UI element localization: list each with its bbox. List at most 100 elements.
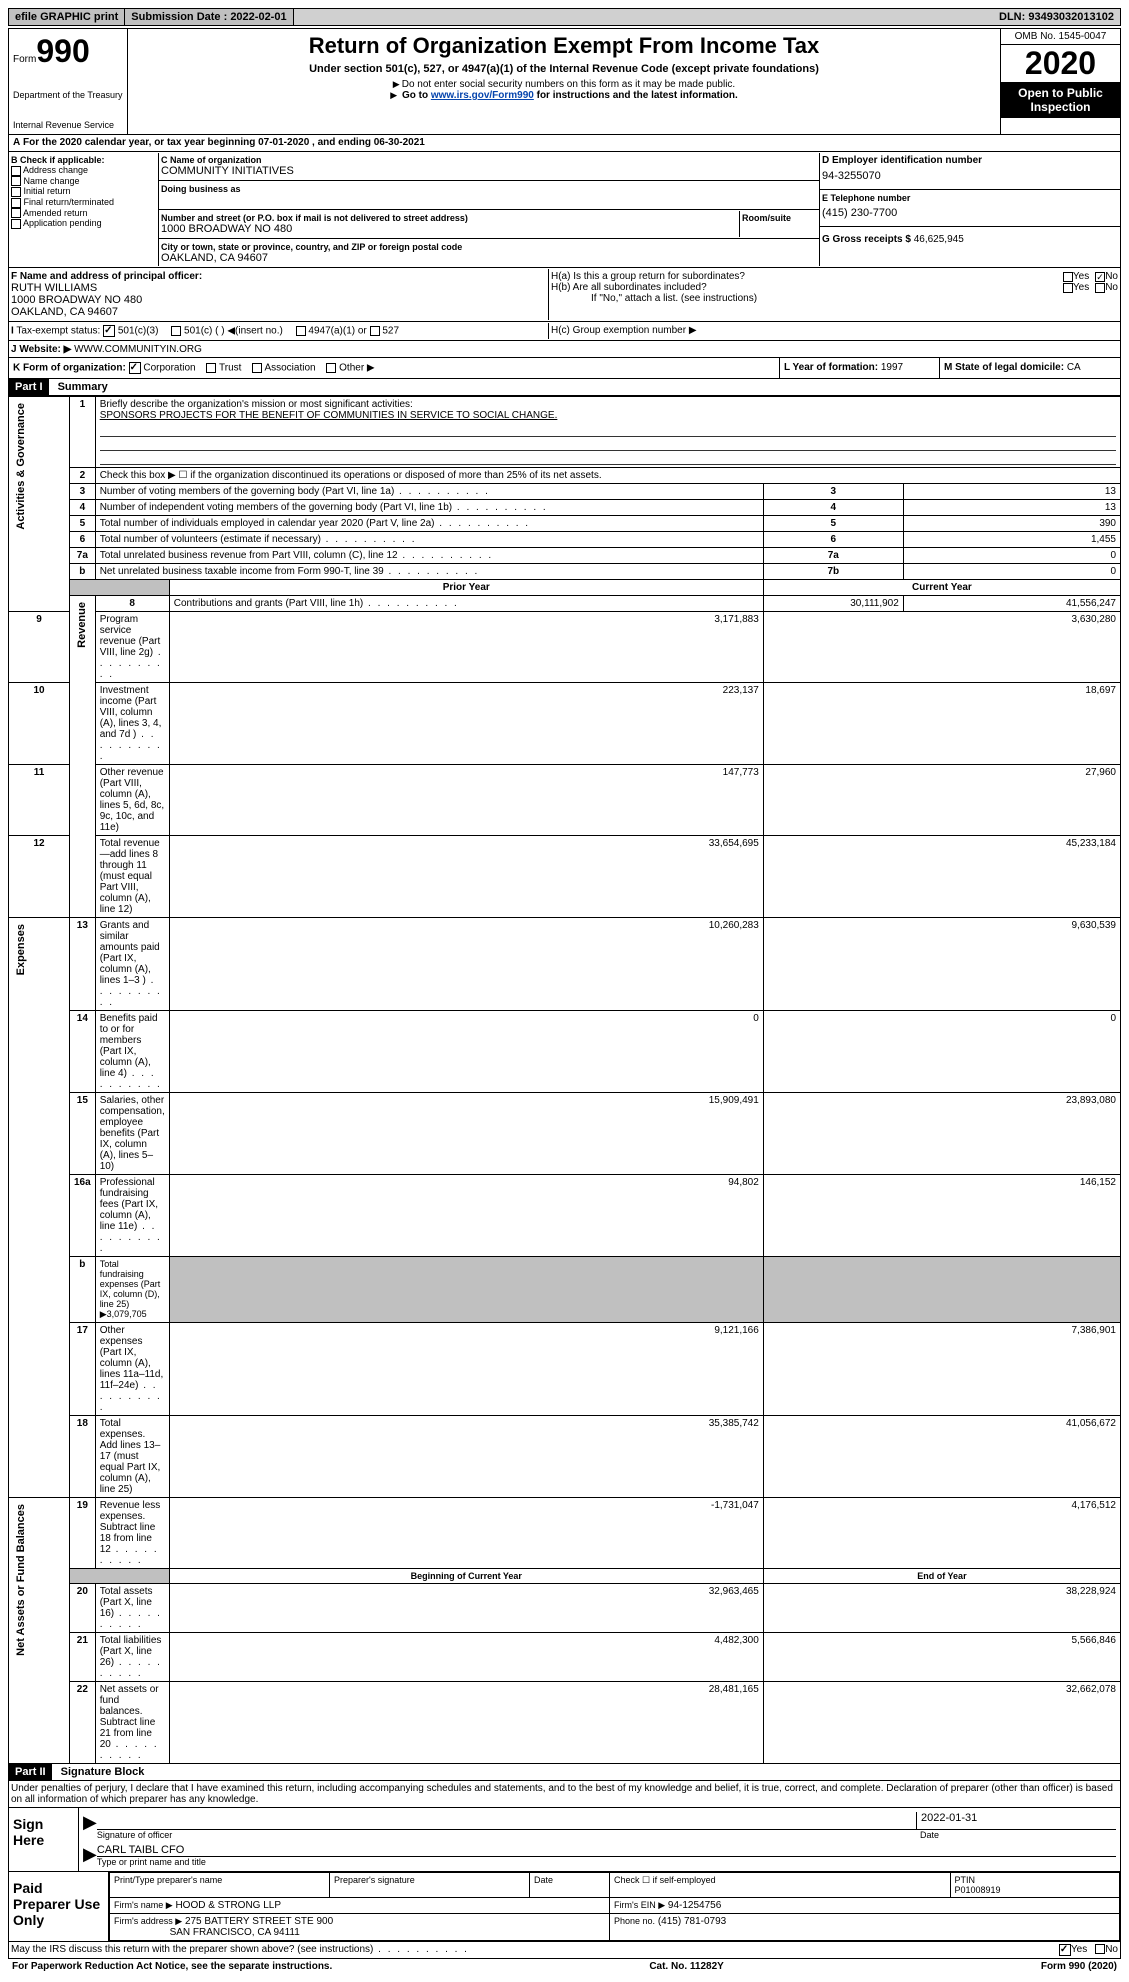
line2-desc: Check this box ▶ ☐ if the organization d… bbox=[95, 468, 1120, 484]
c8: 41,556,247 bbox=[903, 596, 1120, 612]
cb-527[interactable] bbox=[370, 326, 380, 336]
cb-address-change[interactable]: Address change bbox=[11, 165, 156, 176]
m-value: CA bbox=[1067, 362, 1081, 373]
part1-header: Part I Summary bbox=[8, 379, 1121, 396]
yes-label-2: Yes bbox=[1073, 282, 1089, 293]
h-c-label: H(c) Group exemption number ▶ bbox=[551, 325, 697, 336]
line10-desc: Investment income (Part VIII, column (A)… bbox=[95, 683, 169, 765]
key3: 3 bbox=[763, 484, 903, 500]
trust-label: Trust bbox=[219, 363, 241, 374]
dba-value bbox=[161, 194, 817, 206]
yes-label-3: Yes bbox=[1071, 1944, 1087, 1956]
city-label: City or town, state or province, country… bbox=[161, 242, 817, 252]
ln3: 3 bbox=[70, 484, 96, 500]
line16a-desc: Professional fundraising fees (Part IX, … bbox=[95, 1175, 169, 1257]
line19-desc: Revenue less expenses. Subtract line 18 … bbox=[95, 1498, 169, 1569]
firm-name-label: Firm's name ▶ bbox=[114, 1900, 173, 1910]
key4: 4 bbox=[763, 500, 903, 516]
shade16b-2 bbox=[763, 1257, 1120, 1323]
c10: 18,697 bbox=[763, 683, 1120, 765]
firm-ein-label: Firm's EIN ▶ bbox=[614, 1900, 665, 1910]
p21: 4,482,300 bbox=[169, 1633, 763, 1682]
discuss-no[interactable] bbox=[1095, 1944, 1105, 1954]
ln11: 11 bbox=[9, 765, 70, 836]
tax-year: 2020 bbox=[1001, 45, 1120, 82]
cb-amended[interactable]: Amended return bbox=[11, 208, 156, 219]
cb-trust[interactable] bbox=[206, 363, 216, 373]
ln10: 10 bbox=[9, 683, 70, 765]
sign-here-label: Sign Here bbox=[9, 1808, 79, 1871]
instruction-2: Go to www.irs.gov/Form990 for instructio… bbox=[132, 90, 996, 101]
gross-label: G Gross receipts $ bbox=[822, 234, 911, 245]
signer-name: CARL TAIBL CFO bbox=[97, 1844, 1116, 1857]
footer: For Paperwork Reduction Act Notice, see … bbox=[8, 1959, 1121, 1974]
ha-yes[interactable] bbox=[1063, 272, 1073, 282]
room-label: Room/suite bbox=[742, 213, 817, 223]
cb-501c3[interactable] bbox=[103, 325, 115, 337]
gross-value: 46,625,945 bbox=[914, 234, 964, 245]
irs-link[interactable]: www.irs.gov/Form990 bbox=[431, 90, 534, 101]
form-header: Form990 Department of the Treasury Inter… bbox=[8, 28, 1121, 135]
check-self[interactable]: Check ☐ if self-employed bbox=[610, 1873, 951, 1898]
omb-number: OMB No. 1545-0047 bbox=[1001, 29, 1120, 45]
instr2-pre: Go to bbox=[402, 90, 431, 101]
ha-no[interactable] bbox=[1095, 272, 1105, 282]
instruction-1: Do not enter social security numbers on … bbox=[132, 79, 996, 90]
other-label: Other ▶ bbox=[339, 363, 374, 374]
line5-desc: Total number of individuals employed in … bbox=[95, 516, 763, 532]
h-b-label: H(b) Are all subordinates included? bbox=[551, 282, 1063, 293]
ptin-value: P01008919 bbox=[955, 1885, 1001, 1895]
cb-assoc[interactable] bbox=[252, 363, 262, 373]
dba-label: Doing business as bbox=[161, 184, 817, 194]
opt-amended: Amended return bbox=[23, 208, 88, 218]
cb-4947[interactable] bbox=[296, 326, 306, 336]
website-value: WWW.COMMUNITYIN.ORG bbox=[74, 344, 202, 355]
arrow-icon: ▶ bbox=[83, 1812, 97, 1840]
line3-desc: Number of voting members of the governin… bbox=[95, 484, 763, 500]
a-section: A For the 2020 calendar year, or tax yea… bbox=[8, 135, 1121, 358]
begin-hdr: Beginning of Current Year bbox=[169, 1569, 763, 1584]
ln19: 19 bbox=[70, 1498, 96, 1569]
dln: DLN: 93493032013102 bbox=[993, 9, 1120, 25]
discuss-row: May the IRS discuss this return with the… bbox=[8, 1942, 1121, 1959]
ln7b: b bbox=[70, 564, 96, 580]
sign-here-block: Sign Here ▶ 2022-01-31 Signature of offi… bbox=[8, 1808, 1121, 1872]
line11-desc: Other revenue (Part VIII, column (A), li… bbox=[95, 765, 169, 836]
cb-final-return[interactable]: Final return/terminated bbox=[11, 197, 156, 208]
p17: 9,121,166 bbox=[169, 1323, 763, 1416]
sign-date: 2022-01-31 bbox=[916, 1812, 1116, 1830]
cb-name-change[interactable]: Name change bbox=[11, 176, 156, 187]
ln9: 9 bbox=[9, 612, 70, 683]
key7b: 7b bbox=[763, 564, 903, 580]
hb-no[interactable] bbox=[1095, 283, 1105, 293]
501c-label: 501(c) ( ) ◀(insert no.) bbox=[184, 326, 283, 337]
efile-print-button[interactable]: efile GRAPHIC print bbox=[9, 9, 125, 25]
discuss-yes[interactable] bbox=[1059, 1944, 1071, 1956]
line21-desc: Total liabilities (Part X, line 26) bbox=[95, 1633, 169, 1682]
line17-desc: Other expenses (Part IX, column (A), lin… bbox=[95, 1323, 169, 1416]
cb-other[interactable] bbox=[326, 363, 336, 373]
c11: 27,960 bbox=[763, 765, 1120, 836]
c18: 41,056,672 bbox=[763, 1416, 1120, 1498]
c14: 0 bbox=[763, 1011, 1120, 1093]
assoc-label: Association bbox=[264, 363, 315, 374]
p13: 10,260,283 bbox=[169, 918, 763, 1011]
no-label-2: No bbox=[1105, 282, 1118, 293]
title-box: Return of Organization Exempt From Incom… bbox=[128, 28, 1001, 135]
ln5: 5 bbox=[70, 516, 96, 532]
line13-desc: Grants and similar amounts paid (Part IX… bbox=[95, 918, 169, 1011]
form-number-box: Form990 Department of the Treasury Inter… bbox=[8, 28, 128, 135]
main-title: Return of Organization Exempt From Incom… bbox=[132, 33, 996, 59]
firm-name: HOOD & STRONG LLP bbox=[175, 1900, 281, 1911]
box-c: C Name of organization COMMUNITY INITIAT… bbox=[159, 153, 820, 266]
firm-addr2: SAN FRANCISCO, CA 94111 bbox=[170, 1927, 300, 1938]
name-label: C Name of organization bbox=[161, 155, 817, 165]
p16a: 94,802 bbox=[169, 1175, 763, 1257]
cb-initial-return[interactable]: Initial return bbox=[11, 186, 156, 197]
officer-name: RUTH WILLIAMS bbox=[11, 282, 546, 294]
hb-yes[interactable] bbox=[1063, 283, 1073, 293]
cb-pending[interactable]: Application pending bbox=[11, 218, 156, 229]
pt-name-hdr: Print/Type preparer's name bbox=[110, 1873, 330, 1898]
cb-corp[interactable] bbox=[129, 362, 141, 374]
cb-501c[interactable] bbox=[171, 326, 181, 336]
